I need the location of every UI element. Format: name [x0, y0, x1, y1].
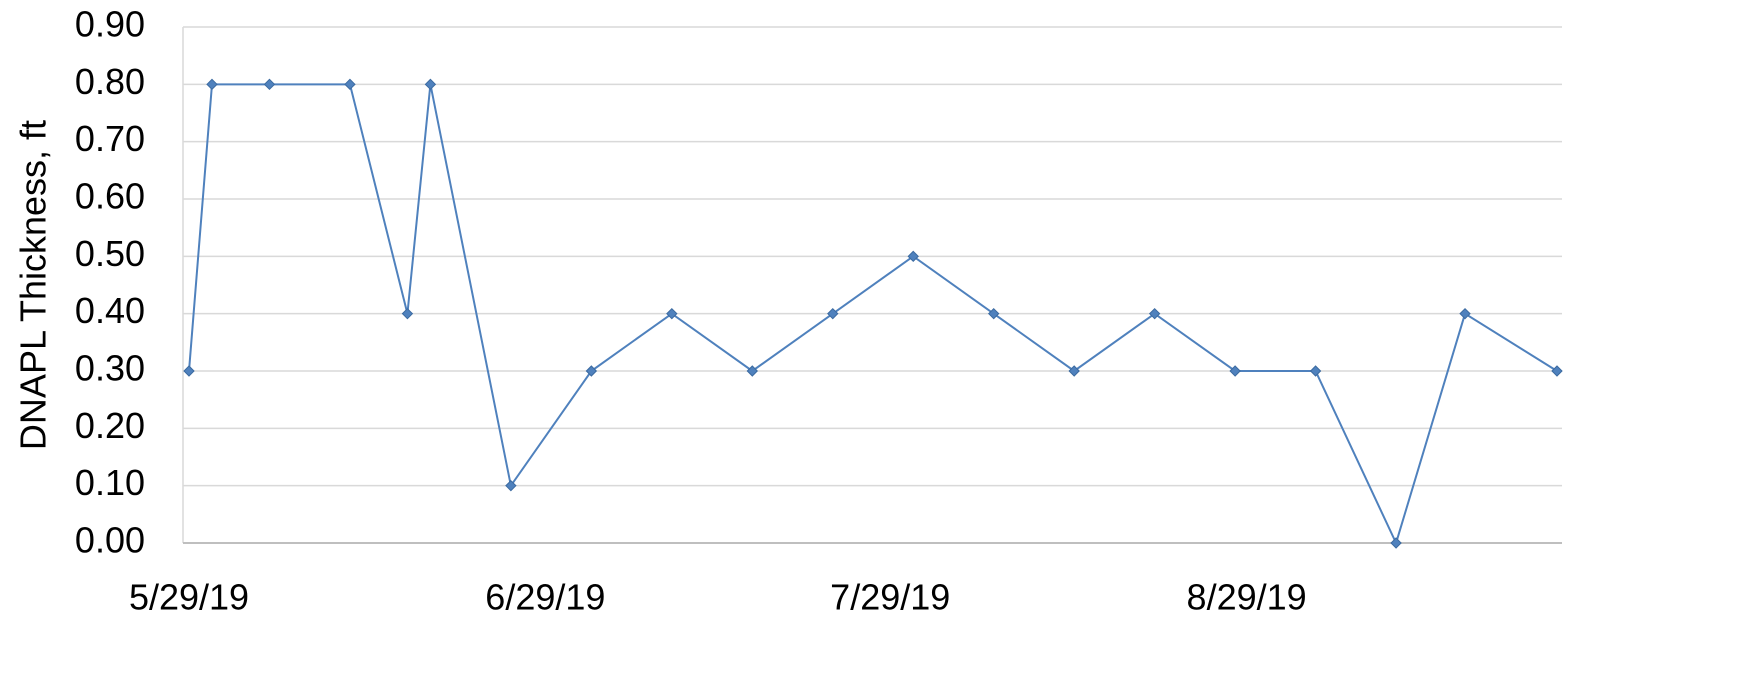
y-tick-label: 0.50: [75, 233, 145, 274]
marker: [666, 307, 678, 320]
marker: [424, 78, 437, 91]
marker: [1309, 365, 1322, 377]
y-tick-label: 0.90: [75, 4, 145, 45]
marker: [987, 307, 1000, 320]
marker: [1390, 537, 1402, 549]
marker: [585, 365, 598, 377]
marker: [183, 365, 195, 377]
x-tick-label: 6/29/19: [485, 577, 605, 618]
marker: [401, 307, 414, 320]
x-tick-label: 8/29/19: [1187, 577, 1307, 618]
y-tick-label: 0.60: [75, 176, 145, 217]
x-tick-label: 7/29/19: [830, 577, 950, 618]
y-tick-label: 0.70: [75, 118, 145, 159]
y-tick-label: 0.00: [75, 520, 145, 561]
marker: [263, 78, 276, 91]
y-tick-label: 0.80: [75, 61, 145, 102]
marker: [1229, 365, 1241, 377]
marker: [344, 78, 356, 91]
y-axis-label: DNAPL Thickness, ft: [13, 120, 54, 450]
y-tick-label: 0.30: [75, 348, 145, 389]
marker: [1551, 365, 1563, 377]
marker: [505, 479, 517, 492]
x-tick-label: 5/29/19: [129, 577, 249, 618]
marker: [827, 307, 839, 320]
marker: [206, 78, 218, 91]
marker: [1148, 307, 1161, 320]
y-tick-label: 0.10: [75, 462, 145, 503]
y-tick-label: 0.40: [75, 290, 145, 331]
marker: [1459, 307, 1471, 320]
marker: [907, 250, 919, 263]
series-line: [188, 83, 1558, 546]
marker: [1068, 365, 1080, 377]
y-tick-label: 0.20: [75, 405, 145, 446]
marker: [746, 365, 759, 377]
